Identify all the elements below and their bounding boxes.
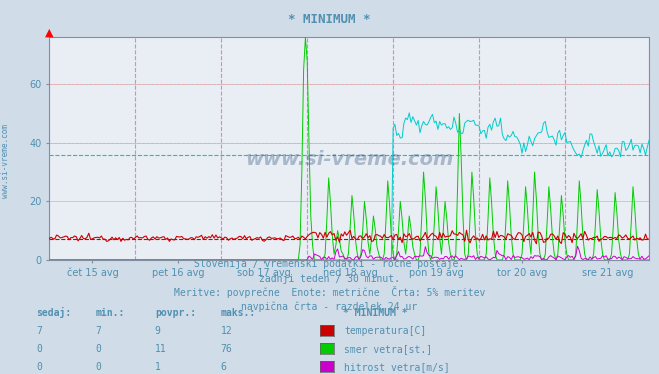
Text: 11: 11 [155,344,167,354]
Text: 9: 9 [155,326,161,336]
Text: 0: 0 [36,362,42,372]
Text: navpična črta - razdelek 24 ur: navpična črta - razdelek 24 ur [241,301,418,312]
Text: 76: 76 [221,344,233,354]
Text: Slovenija / vremenski podatki - ročne postaje.: Slovenija / vremenski podatki - ročne po… [194,259,465,269]
Text: 6: 6 [221,362,227,372]
Text: * MINIMUM *: * MINIMUM * [288,13,371,26]
Text: 0: 0 [96,362,101,372]
Text: www.si-vreme.com: www.si-vreme.com [245,150,453,169]
Text: www.si-vreme.com: www.si-vreme.com [1,124,10,198]
Text: 7: 7 [36,326,42,336]
Text: Meritve: povprečne  Enote: metrične  Črta: 5% meritev: Meritve: povprečne Enote: metrične Črta:… [174,286,485,298]
Text: temperatura[C]: temperatura[C] [344,326,426,336]
Text: hitrost vetra[m/s]: hitrost vetra[m/s] [344,362,449,372]
Text: smer vetra[st.]: smer vetra[st.] [344,344,432,354]
Text: 0: 0 [96,344,101,354]
Text: zadnji teden / 30 minut.: zadnji teden / 30 minut. [259,274,400,283]
Text: sedaj:: sedaj: [36,307,71,318]
Text: 0: 0 [36,344,42,354]
Text: povpr.:: povpr.: [155,308,196,318]
Text: maks.:: maks.: [221,308,256,318]
Text: ▲: ▲ [45,27,53,37]
Text: 1: 1 [155,362,161,372]
Text: min.:: min.: [96,308,125,318]
Text: * MINIMUM *: * MINIMUM * [343,308,407,318]
Text: 7: 7 [96,326,101,336]
Text: 12: 12 [221,326,233,336]
